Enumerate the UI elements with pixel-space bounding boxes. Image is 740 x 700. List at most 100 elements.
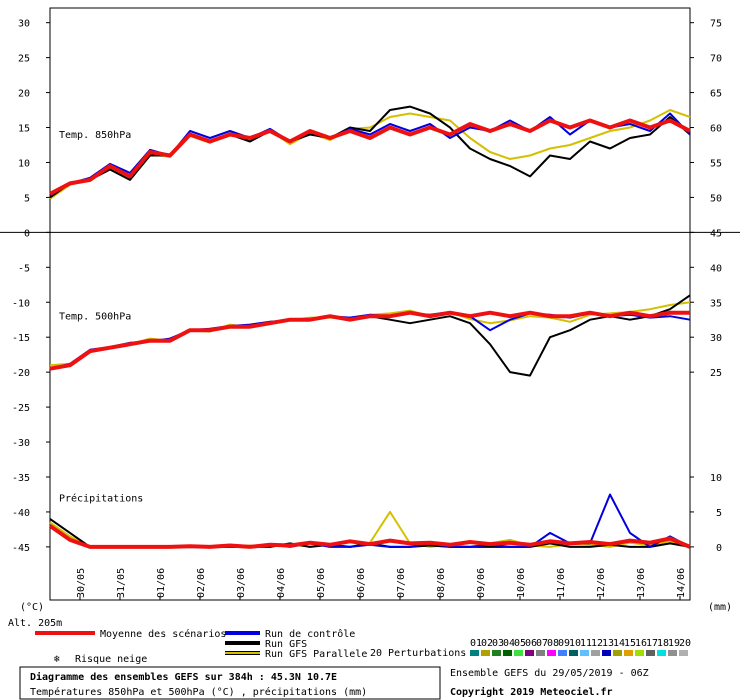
legend-label: Run GFS Parallele [265,649,367,660]
x-tick-label: 31/05 [116,568,127,598]
y-tick-label: 30 [18,19,30,30]
perturbation-swatch [580,650,589,656]
x-tick-label: 05/06 [316,568,327,598]
perturbation-number: 05 [514,638,526,649]
x-tick-label: 08/06 [436,568,447,598]
y-tick-label: -40 [12,508,30,519]
y2-tick-label: 25 [710,368,722,379]
perturbation-number: 07 [536,638,548,649]
perturbation-swatch [547,650,556,656]
x-tick-label: 10/06 [516,568,527,598]
x-tick-label: 09/06 [476,568,487,598]
x-tick-label: 07/06 [396,568,407,598]
perturbation-number: 02 [481,638,493,649]
perturbation-swatch [613,650,622,656]
y-unit: (°C) [20,602,44,613]
y-tick-label: 10 [18,158,30,169]
perturbation-swatch [679,650,688,656]
perturbation-swatch [536,650,545,656]
y2-tick-label: 30 [710,333,722,344]
x-tick-label: 30/05 [76,568,87,598]
y2-tick-label: 65 [710,89,722,100]
y2-tick-label: 55 [710,158,722,169]
y2-unit: (mm) [708,602,732,613]
plot-frame [49,7,691,601]
perturbation-number: 01 [470,638,482,649]
perturbations-label: 20 Perturbations [370,648,466,659]
run-info: Ensemble GEFS du 29/05/2019 - 06Z [450,668,649,679]
panel-label: Temp. 850hPa [59,130,131,141]
perturbation-swatch [514,650,523,656]
panel-label: Précipitations [59,492,143,504]
perturbation-number: 18 [657,638,669,649]
x-tick-label: 03/06 [236,568,247,598]
perturbation-swatch [602,650,611,656]
perturbation-number: 16 [635,638,647,649]
legend-label: Run GFS [265,639,307,650]
series-line [49,105,691,199]
perturbation-swatch [492,650,501,656]
y-tick-label: 15 [18,124,30,135]
perturbation-number: 03 [492,638,504,649]
perturbation-swatch [668,650,677,656]
copyright: Copyright 2019 Meteociel.fr [450,686,613,698]
y-tick-label: -35 [12,473,30,484]
altitude: Alt. 205m [8,618,62,629]
subtitle: Températures 850hPa et 500hPa (°C) , pré… [30,686,367,698]
perturbation-number: 15 [624,638,636,649]
y2-tick-label: 40 [710,263,722,274]
info-box [19,666,441,700]
perturbation-number: 08 [547,638,559,649]
perturbation-swatch [624,650,633,656]
y2-tick-label: 10 [710,473,722,484]
perturbation-number: 13 [602,638,614,649]
y2-tick-label: 60 [710,124,722,135]
y2-tick-label: 75 [710,19,722,30]
x-tick-label: 01/06 [156,568,167,598]
y-tick-label: -15 [12,333,30,344]
perturbation-number: 06 [525,638,537,649]
y2-tick-label: 35 [710,298,722,309]
perturbation-number: 19 [668,638,680,649]
y-tick-label: 25 [18,54,30,65]
y2-tick-label: 70 [710,54,722,65]
y-tick-label: -20 [12,368,30,379]
x-tick-label: 11/06 [556,568,567,598]
perturbation-swatch [558,650,567,656]
snow-label: Risque neige [75,654,147,665]
y-tick-label: -10 [12,298,30,309]
series-line [49,118,691,196]
perturbation-swatch [569,650,578,656]
snow-icon: ❄ [54,654,61,665]
series-line [48,524,691,549]
perturbation-swatch [635,650,644,656]
x-tick-label: 12/06 [596,568,607,598]
panel-label: Temp. 500hPa [59,312,131,323]
perturbation-swatch [646,650,655,656]
y2-tick-label: 50 [710,193,722,204]
perturbation-number: 14 [613,638,625,649]
legend-label: Run de contrôle [265,628,355,640]
perturbation-number: 12 [591,638,603,649]
y-tick-label: -25 [12,403,30,414]
perturbation-number: 04 [503,638,515,649]
y-tick-label: 5 [24,193,30,204]
y2-tick-label: 45 [710,228,722,239]
legend-label: Moyenne des scénarios [100,628,226,640]
perturbation-number: 11 [580,638,592,649]
x-tick-label: 02/06 [196,568,207,598]
y-tick-label: -45 [12,543,30,554]
x-tick-label: 06/06 [356,568,367,598]
perturbation-swatch [503,650,512,656]
perturbation-swatch [591,650,600,656]
y2-tick-label: 5 [716,508,722,519]
x-tick-label: 13/06 [636,568,647,598]
x-tick-label: 14/06 [676,568,687,598]
perturbation-swatch [657,650,666,656]
series-line [49,310,690,371]
y2-tick-label: 0 [716,543,722,554]
perturbation-swatch [481,650,490,656]
y-tick-label: -5 [18,263,30,274]
